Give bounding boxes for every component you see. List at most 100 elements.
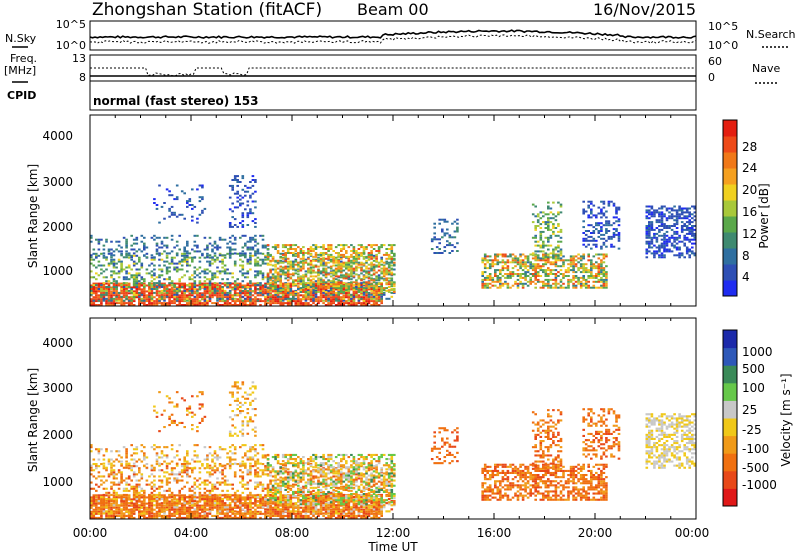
range-time-cell: [183, 298, 186, 301]
range-time-cell: [362, 252, 366, 254]
range-time-cell: [173, 504, 176, 507]
range-time-cell: [165, 288, 169, 290]
range-time-cell: [120, 288, 123, 290]
range-time-cell: [340, 284, 343, 287]
range-time-cell: [658, 215, 661, 218]
range-time-cell: [168, 298, 171, 301]
range-time-cell: [211, 296, 214, 299]
range-time-cell: [365, 304, 368, 306]
range-time-cell: [186, 244, 189, 247]
range-time-cell: [170, 194, 174, 197]
range-time-cell: [256, 284, 260, 287]
range-time-cell: [155, 298, 159, 301]
range-time-cell: [365, 294, 368, 297]
range-time-cell: [559, 286, 563, 289]
range-time-cell: [299, 287, 303, 290]
range-time-cell: [582, 200, 585, 203]
range-time-cell: [223, 299, 227, 302]
range-time-cell: [112, 290, 116, 293]
range-time-cell: [105, 297, 108, 300]
range-time-cell: [597, 273, 601, 275]
range-time-cell: [132, 290, 136, 293]
range-time-cell: [183, 291, 186, 294]
range-time-cell: [289, 260, 293, 263]
range-time-cell: [165, 268, 169, 271]
range-time-cell: [158, 252, 161, 255]
range-time-cell: [334, 296, 338, 299]
range-time-cell: [367, 273, 371, 276]
range-time-cell: [130, 254, 133, 257]
range-time-cell: [324, 289, 328, 292]
range-time-cell: [380, 295, 383, 298]
range-time-cell: [266, 257, 270, 260]
range-time-cell: [256, 252, 260, 255]
range-time-cell: [600, 226, 603, 229]
range-time-cell: [499, 278, 502, 281]
range-time-cell: [337, 259, 340, 262]
range-time-cell: [534, 259, 537, 262]
range-time-cell: [327, 250, 330, 252]
range-time-cell: [673, 236, 676, 239]
range-time-cell: [385, 289, 388, 292]
range-time-cell: [317, 279, 320, 282]
range-time-cell: [693, 234, 697, 237]
range-time-cell: [183, 258, 186, 261]
range-time-cell: [132, 238, 136, 241]
range-time-cell: [150, 280, 154, 283]
range-time-cell: [488, 273, 492, 275]
colorbar-segment: [723, 136, 737, 153]
range-time-cell: [572, 259, 575, 262]
range-time-cell: [377, 287, 381, 290]
range-time-cell: [600, 263, 603, 266]
range-time-cell: [170, 260, 174, 263]
range-time-cell: [266, 291, 270, 293]
range-time-cell: [360, 282, 363, 285]
range-time-cell: [117, 508, 121, 511]
range-time-cell: [138, 304, 141, 306]
range-time-cell: [307, 277, 310, 280]
range-time-cell: [186, 240, 189, 243]
range-time-cell: [387, 255, 391, 258]
range-time-cell: [281, 304, 285, 306]
range-time-cell: [170, 512, 174, 515]
range-time-cell: [130, 286, 133, 289]
range-time-cell: [307, 256, 310, 259]
range-time-cell: [256, 264, 260, 267]
range-time-cell: [259, 291, 262, 294]
range-time-cell: [112, 280, 116, 283]
range-time-cell: [188, 282, 192, 285]
range-time-cell: [360, 297, 363, 300]
range-time-cell: [236, 282, 239, 285]
range-time-cell: [372, 256, 376, 259]
range-time-cell: [246, 304, 250, 306]
range-time-cell: [347, 288, 351, 290]
range-time-cell: [284, 297, 287, 300]
range-time-cell: [271, 283, 275, 286]
range-time-cell: [203, 296, 207, 299]
range-time-cell: [327, 294, 330, 297]
range-time-cell: [201, 516, 204, 519]
range-time-cell: [286, 296, 290, 299]
range-time-cell: [168, 302, 171, 305]
range-time-cell: [90, 512, 93, 515]
range-time-cell: [97, 242, 101, 245]
range-time-cell: [168, 292, 171, 295]
range-time-cell: [600, 208, 603, 211]
range-time-cell: [198, 514, 202, 517]
range-time-cell: [92, 264, 96, 267]
range-time-cell: [574, 275, 578, 277]
velocity-panel: 1000 2000 3000 4000 Slant Range [km] Vel…: [26, 317, 793, 520]
range-time-cell: [304, 252, 308, 254]
range-time-cell: [233, 177, 237, 180]
range-time-cell: [314, 259, 318, 262]
range-time-cell: [387, 265, 391, 268]
range-time-cell: [297, 255, 300, 258]
range-time-cell: [203, 286, 207, 289]
range-time-cell: [504, 273, 507, 275]
range-time-cell: [547, 286, 550, 289]
range-time-cell: [365, 275, 368, 278]
range-time-cell: [334, 304, 338, 306]
range-time-cell: [329, 289, 333, 292]
range-time-cell: [107, 304, 111, 306]
range-time-cell: [297, 292, 300, 295]
